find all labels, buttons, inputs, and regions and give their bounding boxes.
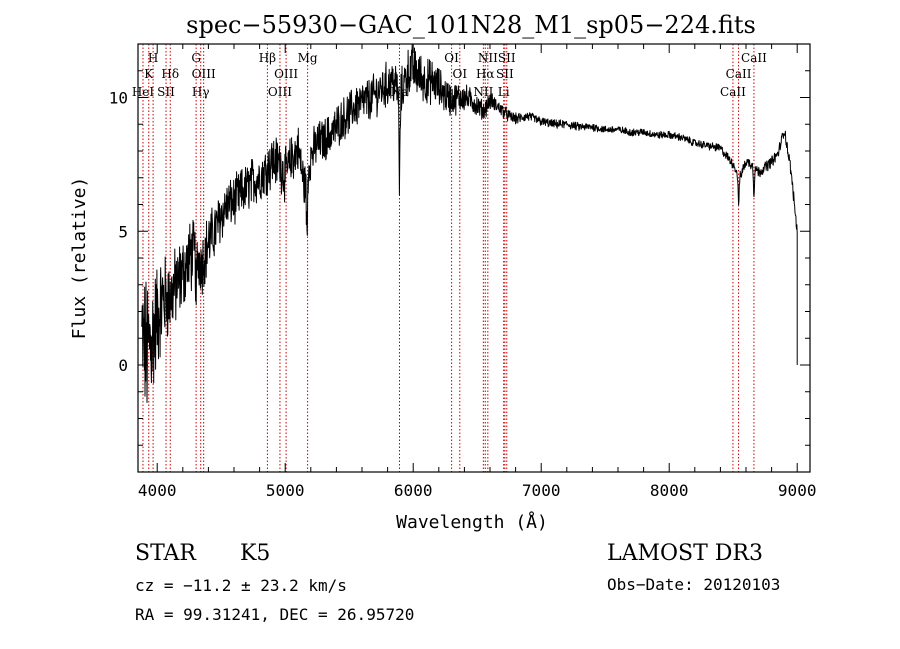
line-marker-label: OI: [444, 51, 459, 65]
line-marker-label: Li: [498, 85, 510, 99]
line-marker-label: K: [144, 67, 154, 81]
x-tick-label: 8000: [650, 481, 689, 500]
line-marker-label: Hγ: [192, 85, 210, 99]
line-marker-label: CaII: [741, 51, 767, 65]
x-tick-label: 6000: [394, 481, 433, 500]
line-marker-label: SII: [498, 51, 516, 65]
line-marker-label: Mg: [298, 51, 318, 65]
x-tick-label: 5000: [266, 481, 305, 500]
line-marker-label: OIII: [274, 67, 298, 81]
survey-label: LAMOST DR3: [607, 541, 763, 566]
line-marker-label: Hδ: [161, 67, 179, 81]
spectrum-line-group: [141, 44, 798, 403]
y-axis-label: Flux (relative): [69, 177, 90, 340]
x-tick-label: 7000: [522, 481, 561, 500]
line-marker-label: HeI: [132, 85, 155, 99]
line-marker-label: CaII: [720, 85, 746, 99]
axis-ticks: 4000 5000 6000 7000 8000 9000 0 5 10: [109, 43, 817, 500]
line-marker-label: OI: [453, 67, 468, 81]
chart-title: spec−55930−GAC_101N28_M1_sp05−224.fits: [186, 11, 756, 39]
y-tick-label: 5: [118, 222, 128, 241]
spectrum-line: [141, 44, 798, 403]
line-marker-label: CaII: [726, 67, 752, 81]
line-marker-label: NII: [478, 51, 498, 65]
line-marker-label: Hα: [476, 67, 495, 81]
line-marker-label: SII: [496, 67, 514, 81]
line-markers: [142, 44, 755, 472]
line-marker-label: NII: [473, 85, 493, 99]
line-marker-label: Na: [391, 85, 409, 99]
y-tick-label: 10: [109, 89, 128, 108]
obs-date-label: Obs−Date: 20120103: [607, 575, 780, 594]
line-marker-label: Hβ: [259, 51, 276, 65]
ra-dec-label: RA = 99.31241, DEC = 26.95720: [135, 605, 414, 624]
x-axis-label: Wavelength (Å): [396, 511, 548, 533]
y-tick-label: 0: [118, 356, 128, 375]
line-marker-label: SII: [157, 85, 175, 99]
redshift-label: cz = −11.2 ± 23.2 km/s: [135, 576, 347, 595]
line-marker-label: OIII: [192, 67, 216, 81]
line-marker-label: H: [148, 51, 158, 65]
object-class: STAR: [135, 541, 197, 566]
x-tick-label: 4000: [138, 481, 177, 500]
line-marker-label: G: [191, 51, 201, 65]
object-subclass: K5: [240, 541, 270, 566]
line-marker-label: OIII: [268, 85, 292, 99]
x-tick-label: 9000: [778, 481, 817, 500]
